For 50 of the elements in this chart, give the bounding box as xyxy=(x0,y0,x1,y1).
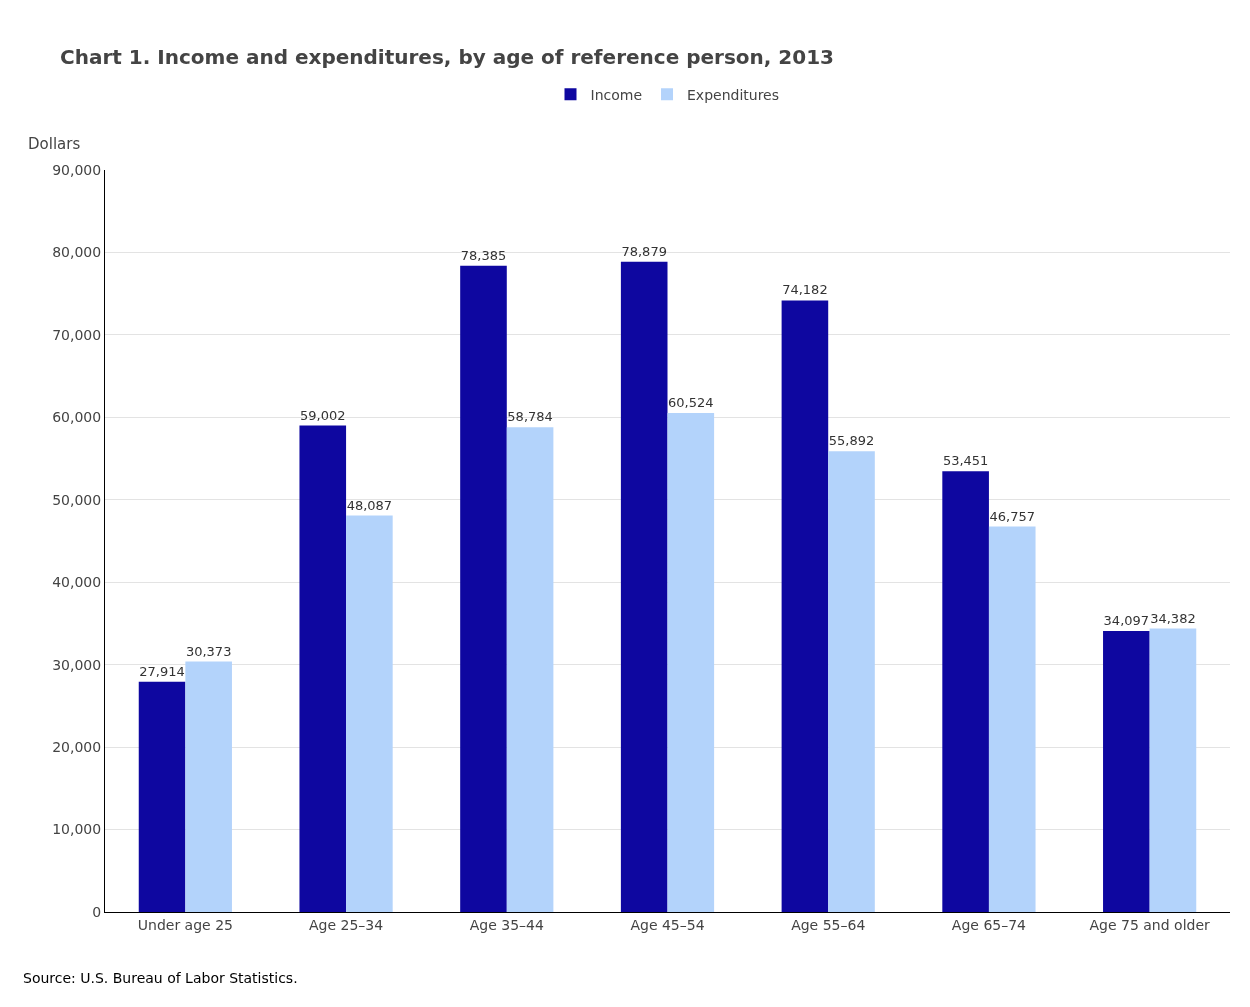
bar xyxy=(1149,628,1197,912)
data-label: 59,002 xyxy=(300,407,346,423)
data-label: 78,385 xyxy=(460,247,507,263)
bar xyxy=(299,425,347,912)
data-label: 34,382 xyxy=(1150,610,1196,626)
source-note: Source: U.S. Bureau of Labor Statistics. xyxy=(23,970,298,986)
data-label: 46,757 xyxy=(989,508,1035,524)
bar xyxy=(988,526,1036,912)
y-tick-label: 80,000 xyxy=(52,244,102,261)
y-tick-label: 20,000 xyxy=(52,739,102,756)
bar xyxy=(506,427,554,912)
data-label: 53,451 xyxy=(942,453,989,469)
legend-label: Expenditures xyxy=(687,86,780,103)
y-tick-label: 60,000 xyxy=(52,409,102,426)
data-label: 55,892 xyxy=(828,433,875,449)
data-label: 48,087 xyxy=(346,497,393,513)
bar xyxy=(346,515,393,912)
bar xyxy=(667,413,715,912)
data-label: 27,914 xyxy=(139,663,185,679)
x-tick-label: Age 45–54 xyxy=(630,916,705,933)
data-label: 30,373 xyxy=(185,643,232,659)
bar xyxy=(460,265,507,912)
y-axis-title: Dollars xyxy=(28,135,81,153)
x-tick-label: Age 75 and older xyxy=(1089,916,1211,933)
bar xyxy=(1103,630,1150,912)
x-tick-label: Age 55–64 xyxy=(791,916,866,933)
x-tick-label: Age 25–34 xyxy=(308,916,384,933)
y-tick-label: 70,000 xyxy=(52,326,102,343)
bar xyxy=(828,451,875,912)
x-tick-label: Under age 25 xyxy=(137,916,233,933)
bar xyxy=(620,261,668,912)
x-tick-label: Age 65–74 xyxy=(951,916,1027,933)
y-tick-label: 0 xyxy=(92,903,102,920)
bar xyxy=(138,681,186,912)
legend-label: Income xyxy=(590,86,643,103)
bar xyxy=(942,471,989,912)
bar xyxy=(185,661,232,912)
data-label: 58,784 xyxy=(507,409,553,425)
data-label: 60,524 xyxy=(668,395,714,411)
data-label: 34,097 xyxy=(1103,612,1150,628)
y-tick-label: 50,000 xyxy=(52,491,102,508)
data-label: 74,182 xyxy=(782,282,828,298)
bar xyxy=(781,300,829,912)
chart-title: Chart 1. Income and expenditures, by age of reference person, 2013 xyxy=(60,45,835,70)
y-tick-label: 10,000 xyxy=(52,821,102,838)
y-tick-label: 30,000 xyxy=(52,656,102,673)
y-tick-label: 40,000 xyxy=(52,574,102,591)
y-tick-label: 90,000 xyxy=(52,161,102,178)
data-label: 78,879 xyxy=(621,243,667,259)
x-tick-label: Age 35–44 xyxy=(469,916,544,933)
